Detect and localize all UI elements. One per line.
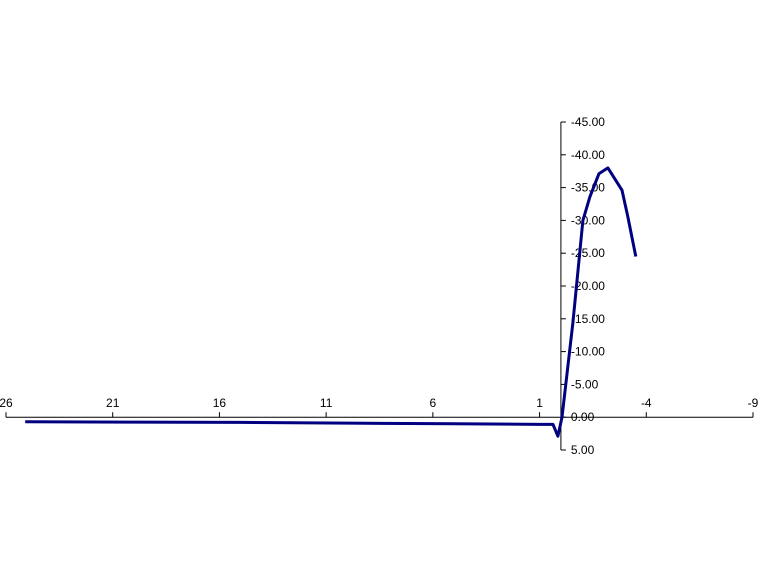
x-tick-label: 26 — [0, 396, 13, 410]
x-tick-label: 21 — [106, 396, 120, 410]
y-tick-label: -45.00 — [571, 115, 605, 129]
x-tick-label: 1 — [536, 396, 543, 410]
series-line — [25, 166, 638, 438]
y-tick-label: -20.00 — [571, 279, 605, 293]
y-tick-label: 0.00 — [571, 410, 595, 424]
x-tick-label: 11 — [320, 396, 333, 410]
y-tick-label: 5.00 — [571, 443, 595, 457]
y-tick-label: -40.00 — [571, 148, 605, 162]
x-tick-label: 6 — [430, 396, 437, 410]
y-tick-label: -15.00 — [571, 312, 605, 326]
x-tick-label: -4 — [641, 396, 652, 410]
x-tick-label: 16 — [213, 396, 227, 410]
y-tick-label: -35.00 — [571, 181, 605, 195]
y-tick-label: -25.00 — [571, 246, 605, 260]
y-tick-label: -30.00 — [571, 213, 605, 227]
y-tick-label: -5.00 — [571, 377, 599, 391]
y-tick-label: -10.00 — [571, 345, 605, 359]
x-tick-label: -9 — [748, 396, 759, 410]
